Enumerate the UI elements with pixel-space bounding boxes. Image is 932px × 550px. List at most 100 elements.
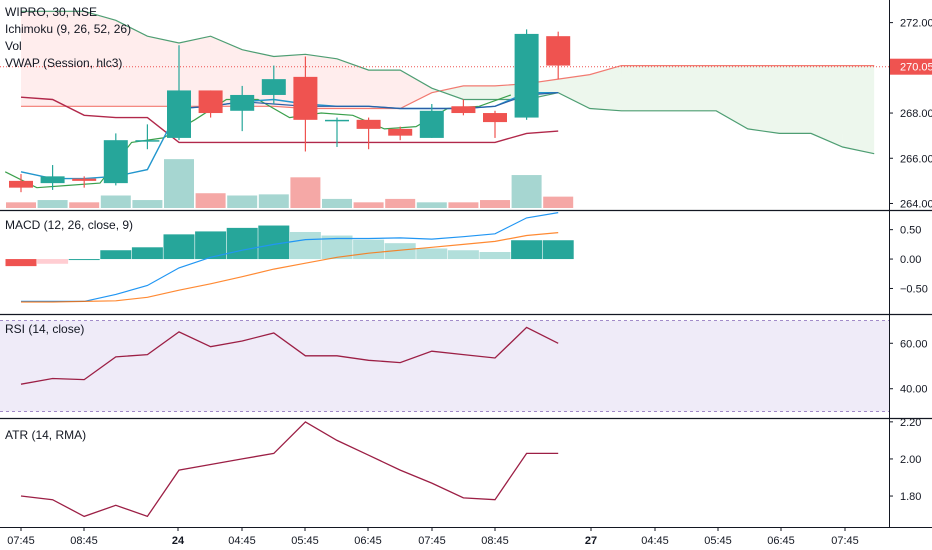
candle-body [356, 119, 381, 129]
volume-bars [6, 159, 574, 208]
candle-body [198, 90, 223, 114]
rsi-axis[interactable]: 60.00 40.00 [889, 338, 928, 396]
volume-bar [290, 177, 321, 208]
cloud-segment [400, 70, 432, 109]
candle-body [546, 36, 571, 66]
cloud-segment [779, 65, 811, 134]
macd-histogram-bar [321, 235, 353, 260]
volume-bar [227, 195, 258, 208]
cloud-segment [21, 11, 53, 107]
time-tick-label: 27 [585, 535, 597, 547]
macd-histogram-bar [542, 240, 574, 260]
rsi-panel[interactable]: 60.00 40.00 RSI (14, close) [0, 320, 928, 412]
atr-tick-label: 1.80 [900, 491, 921, 503]
candle-body [103, 140, 128, 184]
candle-body [40, 176, 65, 184]
symbol-title: WIPRO, 30, NSE [5, 5, 97, 19]
volume-bar [100, 195, 131, 208]
time-tick-label: 04:45 [228, 535, 256, 547]
cloud-segment [684, 65, 717, 111]
volume-bar [164, 159, 194, 208]
volume-bar [353, 202, 384, 208]
rsi-tick-label: 40.00 [900, 384, 928, 396]
atr-tick-label: 2.20 [900, 417, 921, 429]
atr-line [20, 421, 559, 518]
volume-bar [543, 196, 574, 208]
candle-body [451, 106, 476, 114]
cloud-segment [210, 36, 243, 107]
time-tick-label: 07:45 [7, 535, 35, 547]
macd-line [21, 212, 559, 302]
cloud-segment [558, 74, 590, 109]
rsi-line [20, 326, 559, 385]
last-price-badge [890, 58, 932, 75]
time-tick-label: 07:45 [418, 535, 446, 547]
price-labels: WIPRO, 30, NSE Ichimoku (9, 26, 52, 26) … [5, 5, 131, 70]
macd-axis[interactable]: 0.50 0.00 −0.50 [889, 225, 928, 296]
time-tick-label: 05:45 [704, 535, 732, 547]
vwap-label: VWAP (Session, hlc3) [5, 56, 122, 70]
candle-body [419, 110, 444, 138]
macd-histogram-bar [447, 250, 479, 260]
base-line [20, 96, 559, 144]
vol-label: Vol [5, 39, 22, 53]
volume-bar [385, 198, 416, 208]
candles [9, 29, 571, 193]
macd-histogram-bar [479, 252, 511, 260]
cloud-segment [621, 65, 653, 111]
candle-body [514, 33, 539, 118]
candle-body [135, 140, 160, 142]
macd-histogram-bar [226, 227, 258, 260]
volume-bar [448, 202, 479, 208]
atr-axis[interactable]: 2.20 2.00 1.80 [889, 417, 921, 503]
rsi-tick-label: 60.00 [900, 338, 928, 350]
macd-content [5, 212, 574, 303]
cloud-segment [589, 65, 622, 111]
volume-bar [132, 200, 163, 208]
candle-body [230, 94, 255, 111]
macd-tick-label: 0.50 [900, 225, 921, 237]
atr-label: ATR (14, RMA) [5, 428, 86, 442]
price-tick-label: 266.00 [900, 153, 932, 165]
time-tick-label: 07:45 [831, 535, 859, 547]
macd-histogram-bar [131, 247, 163, 260]
atr-tick-label: 2.00 [900, 454, 921, 466]
macd-panel[interactable]: 0.50 0.00 −0.50 MACD (12, 26, close, 9) [5, 212, 928, 303]
time-tick-label: 05:45 [291, 535, 319, 547]
ichimoku-cloud [21, 11, 875, 154]
volume-bar [195, 193, 226, 208]
candle-body [388, 128, 413, 136]
volume-bar [480, 200, 510, 208]
cloud-segment [653, 65, 685, 111]
volume-bar [37, 200, 68, 208]
atr-panel[interactable]: 2.20 2.00 1.80 ATR (14, RMA) [5, 417, 921, 518]
panel-frame [0, 0, 932, 528]
time-tick-label: 06:45 [767, 535, 795, 547]
macd-histogram-bar [68, 259, 100, 261]
atr-content [20, 421, 559, 518]
cloud-segment [337, 58, 369, 109]
time-tick-label: 04:45 [641, 535, 669, 547]
cloud-segment [147, 36, 179, 107]
volume-bar [416, 202, 447, 208]
volume-bar [69, 202, 100, 208]
macd-histogram-bar [511, 240, 543, 260]
volume-bar [511, 175, 542, 208]
cloud-segment [368, 70, 401, 109]
cloud-segment [716, 65, 748, 129]
time-tick-label: 06:45 [354, 535, 382, 547]
price-tick-label: 268.00 [900, 108, 932, 120]
macd-histogram-bar [100, 250, 132, 260]
ichimoku-label: Ichimoku (9, 26, 52, 26) [5, 22, 131, 36]
macd-label: MACD (12, 26, close, 9) [5, 218, 133, 232]
volume-bar [258, 194, 289, 208]
span-b-line [21, 10, 875, 155]
time-axis[interactable]: 07:45 08:45 24 04:45 05:45 06:45 07:45 08:45 27 0… [7, 527, 859, 547]
cloud-segment [115, 20, 148, 107]
macd-histogram-bar [289, 232, 321, 260]
macd-histogram-bar [353, 239, 385, 260]
cloud-segment [842, 65, 875, 154]
